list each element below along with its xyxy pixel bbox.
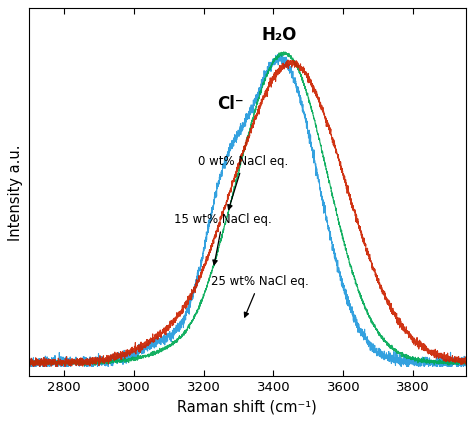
Text: Cl⁻: Cl⁻	[218, 94, 244, 113]
Text: H₂O: H₂O	[261, 26, 296, 44]
Text: 25 wt% NaCl eq.: 25 wt% NaCl eq.	[210, 275, 309, 317]
X-axis label: Raman shift (cm⁻¹): Raman shift (cm⁻¹)	[177, 400, 317, 415]
Y-axis label: Intensity a.u.: Intensity a.u.	[9, 144, 23, 241]
Text: 0 wt% NaCl eq.: 0 wt% NaCl eq.	[198, 155, 289, 209]
Text: 15 wt% NaCl eq.: 15 wt% NaCl eq.	[174, 214, 272, 265]
